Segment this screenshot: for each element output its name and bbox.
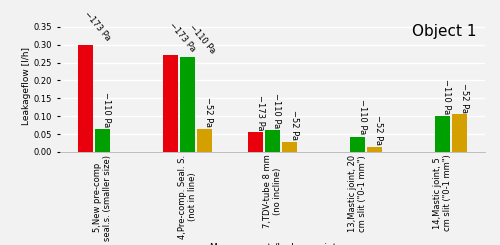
Text: −110 Pa: −110 Pa — [272, 93, 281, 129]
Text: −110 Pa: −110 Pa — [358, 99, 366, 135]
Bar — [282, 142, 297, 152]
Bar — [367, 147, 382, 152]
Bar — [197, 129, 212, 152]
Bar — [248, 132, 263, 152]
Text: Object 1: Object 1 — [412, 24, 476, 38]
Y-axis label: Leakageflow [l/h]: Leakageflow [l/h] — [22, 47, 31, 125]
Text: −52 Pa: −52 Pa — [290, 110, 298, 140]
Bar — [95, 129, 110, 152]
Text: −173 Pa: −173 Pa — [83, 10, 112, 43]
Text: −110 Pa: −110 Pa — [102, 92, 112, 127]
Bar — [78, 45, 93, 152]
Bar — [265, 130, 280, 152]
Text: −110 Pa: −110 Pa — [442, 79, 452, 114]
Text: −52 Pa: −52 Pa — [204, 97, 214, 127]
Bar — [452, 114, 467, 152]
Text: −52 Pa: −52 Pa — [460, 83, 468, 112]
Text: −173 Pa: −173 Pa — [256, 95, 264, 130]
X-axis label: Measurement-/leakagepoint: Measurement-/leakagepoint — [209, 244, 336, 245]
Text: −173 Pa: −173 Pa — [168, 21, 198, 54]
Bar — [180, 57, 195, 152]
Bar — [350, 136, 365, 152]
Text: −110 Pa: −110 Pa — [188, 23, 217, 55]
Bar — [163, 55, 178, 152]
Text: −52 Pa: −52 Pa — [374, 115, 384, 146]
Bar — [435, 116, 450, 152]
